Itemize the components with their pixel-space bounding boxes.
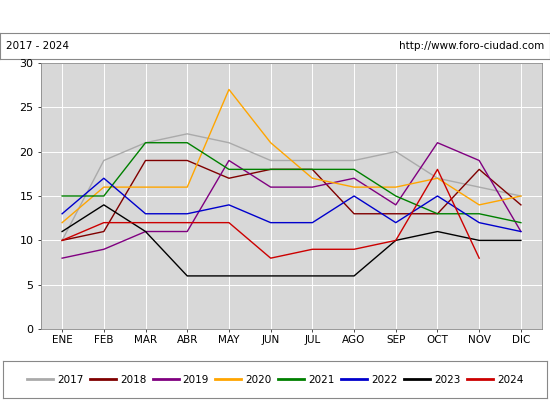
Legend: 2017, 2018, 2019, 2020, 2021, 2022, 2023, 2024: 2017, 2018, 2019, 2020, 2021, 2022, 2023… [23,370,527,389]
Text: http://www.foro-ciudad.com: http://www.foro-ciudad.com [399,41,544,51]
Text: 2017 - 2024: 2017 - 2024 [6,41,69,51]
Text: Evolucion del paro registrado en Torrecilla de la Orden: Evolucion del paro registrado en Torreci… [94,10,456,23]
